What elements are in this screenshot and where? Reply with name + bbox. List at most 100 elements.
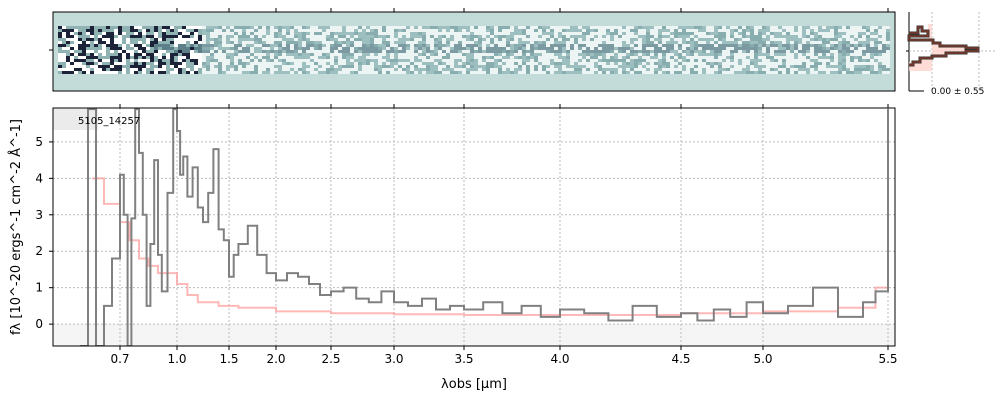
2d-pixel <box>490 59 494 62</box>
2d-pixel <box>578 41 582 44</box>
2d-pixel <box>234 38 238 41</box>
2d-pixel <box>214 32 218 35</box>
2d-pixel <box>562 71 566 74</box>
2d-pixel <box>810 47 814 50</box>
2d-pixel <box>642 41 646 44</box>
2d-pixel <box>702 56 706 59</box>
2d-pixel <box>346 47 350 50</box>
2d-pixel <box>386 47 390 50</box>
2d-pixel <box>498 26 502 29</box>
2d-pixel <box>678 38 682 41</box>
2d-pixel <box>642 38 646 41</box>
2d-pixel <box>450 53 454 56</box>
2d-pixel <box>462 38 466 41</box>
2d-pixel <box>518 68 522 71</box>
2d-pixel <box>670 47 674 50</box>
2d-pixel <box>174 59 178 62</box>
2d-pixel <box>574 44 578 47</box>
2d-pixel <box>410 44 414 47</box>
2d-pixel <box>466 50 470 53</box>
2d-pixel <box>162 62 166 65</box>
2d-pixel <box>658 32 662 35</box>
2d-pixel <box>674 59 678 62</box>
2d-pixel <box>394 26 398 29</box>
2d-pixel <box>110 71 114 74</box>
2d-pixel <box>366 35 370 38</box>
2d-pixel <box>458 26 462 29</box>
2d-pixel <box>258 32 262 35</box>
2d-pixel <box>586 65 590 68</box>
2d-pixel <box>638 71 642 74</box>
2d-pixel <box>842 62 846 65</box>
2d-pixel <box>526 38 530 41</box>
2d-pixel <box>338 65 342 68</box>
2d-pixel <box>834 29 838 32</box>
2d-pixel <box>178 32 182 35</box>
2d-pixel <box>858 71 862 74</box>
2d-pixel <box>90 47 94 50</box>
2d-pixel <box>486 65 490 68</box>
2d-pixel <box>874 50 878 53</box>
2d-pixel <box>862 53 866 56</box>
2d-pixel <box>678 62 682 65</box>
2d-pixel <box>666 71 670 74</box>
2d-pixel <box>702 41 706 44</box>
2d-pixel <box>110 68 114 71</box>
2d-pixel <box>758 62 762 65</box>
2d-pixel <box>834 47 838 50</box>
2d-pixel <box>450 38 454 41</box>
2d-pixel <box>666 68 670 71</box>
2d-pixel <box>226 32 230 35</box>
2d-pixel <box>306 29 310 32</box>
2d-pixel <box>346 62 350 65</box>
2d-pixel <box>98 44 102 47</box>
2d-pixel <box>770 68 774 71</box>
2d-pixel <box>598 47 602 50</box>
2d-pixel <box>374 35 378 38</box>
2d-pixel <box>510 53 514 56</box>
2d-pixel <box>650 35 654 38</box>
2d-pixel <box>498 62 502 65</box>
2d-pixel <box>810 26 814 29</box>
2d-pixel <box>226 68 230 71</box>
2d-pixel <box>230 50 234 53</box>
2d-pixel <box>298 41 302 44</box>
2d-pixel <box>682 44 686 47</box>
2d-pixel <box>334 29 338 32</box>
2d-pixel <box>202 53 206 56</box>
2d-pixel <box>162 53 166 56</box>
2d-pixel <box>82 44 86 47</box>
2d-pixel <box>290 59 294 62</box>
2d-pixel <box>426 56 430 59</box>
2d-pixel <box>170 62 174 65</box>
2d-pixel <box>558 47 562 50</box>
2d-pixel <box>358 32 362 35</box>
2d-pixel <box>738 47 742 50</box>
2d-pixel <box>686 47 690 50</box>
2d-pixel <box>434 71 438 74</box>
2d-pixel <box>674 71 678 74</box>
2d-pixel <box>462 59 466 62</box>
2d-pixel <box>406 38 410 41</box>
2d-pixel <box>810 35 814 38</box>
2d-pixel <box>822 65 826 68</box>
2d-pixel <box>714 41 718 44</box>
2d-pixel <box>854 50 858 53</box>
2d-pixel <box>702 62 706 65</box>
2d-pixel <box>286 44 290 47</box>
2d-pixel <box>178 62 182 65</box>
2d-pixel <box>218 44 222 47</box>
2d-pixel <box>90 26 94 29</box>
2d-pixel <box>366 65 370 68</box>
2d-pixel <box>394 56 398 59</box>
2d-pixel <box>58 65 62 68</box>
2d-pixel <box>570 71 574 74</box>
2d-pixel <box>790 53 794 56</box>
2d-pixel <box>874 65 878 68</box>
2d-pixel <box>374 38 378 41</box>
2d-pixel <box>682 35 686 38</box>
2d-pixel <box>722 47 726 50</box>
2d-pixel <box>454 38 458 41</box>
2d-pixel <box>206 68 210 71</box>
2d-pixel <box>126 44 130 47</box>
